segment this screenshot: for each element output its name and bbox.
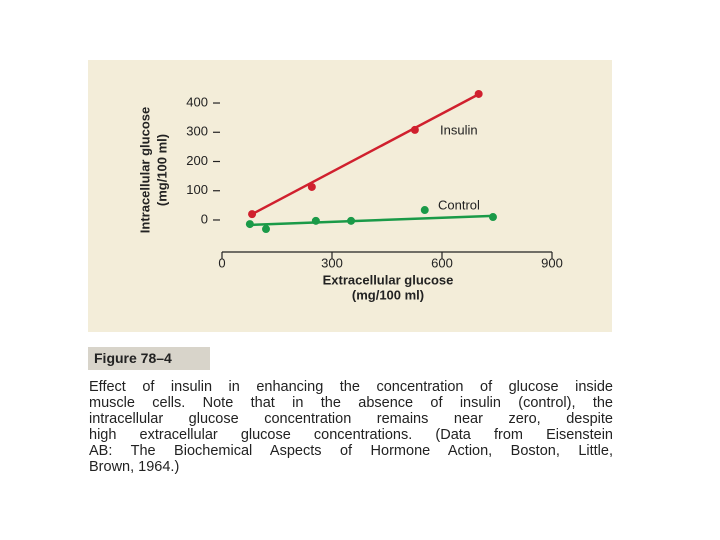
caption-line: AB: The Biochemical Aspects of Hormone A… <box>89 443 613 459</box>
y-axis-label: (mg/100 ml) <box>154 134 169 206</box>
caption-line: intracellular glucose concentration rema… <box>89 411 613 427</box>
trend-line <box>251 93 480 216</box>
x-tick-label: 0 <box>218 255 225 270</box>
point <box>311 216 320 225</box>
y-axis-label: Intracellular glucose <box>137 107 152 233</box>
trend-line <box>249 214 494 227</box>
y-tick-label: 400 <box>186 94 208 109</box>
point <box>410 125 419 134</box>
x-tick-label: 900 <box>541 255 563 270</box>
caption-line: high extracellular glucose concentration… <box>89 427 613 443</box>
x-tick-label: 300 <box>321 255 343 270</box>
x-tick-label: 600 <box>431 255 453 270</box>
caption: Effect of insulin in enhancing the conce… <box>89 379 613 475</box>
series-label: Insulin <box>440 122 478 137</box>
figure-label: Figure 78–4 <box>88 347 210 370</box>
point <box>488 213 497 222</box>
chart: 0 100 200 300 400 0 300 600 900 Extracellular glu… <box>88 60 612 332</box>
caption-line: Effect of insulin in enhancing the conce… <box>89 379 613 395</box>
y-tick-label: 100 <box>186 182 208 197</box>
y-tick-label: 0 <box>201 211 208 226</box>
x-axis-label: Extracellular glucose <box>323 272 454 287</box>
point <box>420 206 429 215</box>
caption-line: Brown, 1964.) <box>89 459 180 475</box>
caption-line: muscle cells. Note that in the absence o… <box>89 395 613 411</box>
point <box>474 89 483 98</box>
series-label: Control <box>438 197 480 212</box>
point <box>245 220 254 229</box>
y-tick-label: 300 <box>186 124 208 139</box>
chart-panel <box>88 60 612 332</box>
point <box>307 182 316 191</box>
y-tick-label: 200 <box>186 153 208 168</box>
x-axis-label: (mg/100 ml) <box>352 287 424 302</box>
point <box>347 216 356 225</box>
point <box>262 225 270 234</box>
point <box>248 210 257 219</box>
